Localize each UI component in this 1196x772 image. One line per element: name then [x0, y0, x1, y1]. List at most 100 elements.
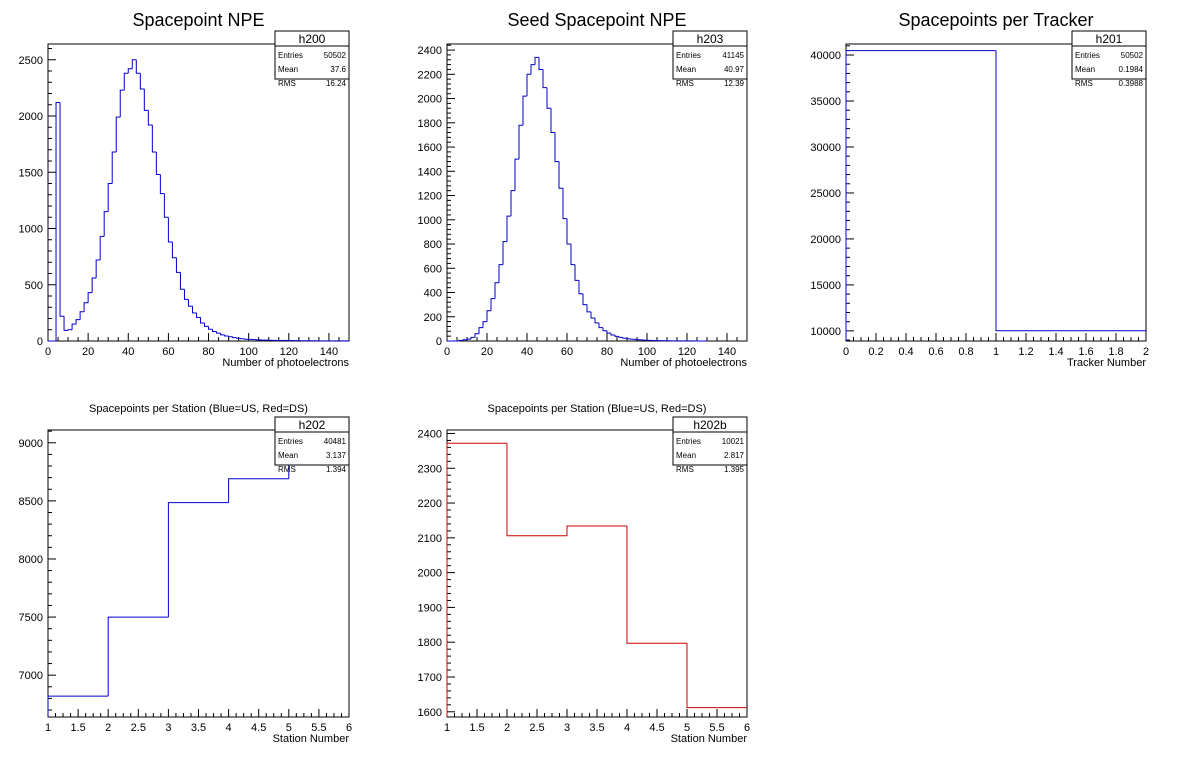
x-tick-label: 60 [162, 346, 174, 358]
histogram-bin [566, 525, 627, 536]
histogram-bin [610, 333, 615, 336]
stats-name: h202 [299, 418, 326, 432]
histogram-bin [204, 323, 209, 327]
x-tick-label: 80 [202, 346, 214, 358]
y-tick-label: 2200 [418, 69, 442, 81]
histogram-bin [131, 59, 137, 69]
histogram-bin [502, 241, 507, 265]
chart-pad-1: Spacepoint NPE 0 20 40 60 80 100 120 140 0 500 1000… [19, 10, 350, 369]
histogram-bin [622, 337, 627, 339]
x-tick-label: 2 [504, 722, 510, 734]
stats-value: 12.39 [724, 79, 745, 88]
x-tick-label: 0.4 [898, 346, 913, 358]
stats-key: RMS [278, 79, 296, 88]
x-tick-label: 3.5 [191, 722, 206, 734]
x-tick-label: 2 [105, 722, 111, 734]
stats-key: Entries [676, 437, 701, 446]
histogram-bin [155, 152, 161, 175]
histogram-bin [566, 218, 571, 245]
histogram-bin [195, 312, 201, 318]
x-tick-label: 1 [993, 346, 999, 358]
histogram-bin [458, 339, 463, 341]
x-axis-label: Station Number [273, 733, 350, 745]
y-tick-label: 1400 [418, 166, 442, 178]
histogram-bin [614, 334, 619, 337]
stats-value: 1.395 [724, 465, 745, 474]
histogram-bin [107, 616, 169, 697]
stats-box: h202b Entries 10021 Mean 2.817 RMS 1.395 [672, 416, 748, 474]
histogram-bin [224, 334, 229, 337]
histogram-bin [167, 217, 173, 243]
histogram-bin [187, 299, 193, 307]
x-tick-label: 120 [280, 346, 298, 358]
x-tick-label: 5 [684, 722, 690, 734]
x-tick-label: 4 [624, 722, 630, 734]
y-tick-label: 1800 [418, 118, 442, 130]
stats-value: 0.3988 [1119, 79, 1144, 88]
stats-key: RMS [278, 465, 296, 474]
x-axis-label: Number of photoelectrons [620, 357, 747, 369]
histogram-bin [586, 304, 591, 313]
x-tick-label: 3.5 [589, 722, 604, 734]
stats-key: Entries [278, 51, 303, 60]
y-tick-label: 30000 [810, 142, 841, 154]
histogram-bin [995, 50, 1146, 332]
histogram-bin [578, 280, 583, 295]
y-tick-label: 2000 [418, 568, 442, 580]
x-tick-label: 4.5 [251, 722, 266, 734]
stats-value: 40.97 [724, 65, 745, 74]
x-tick-label: 2.5 [529, 722, 544, 734]
y-tick-label: 40000 [810, 50, 841, 62]
histogram-bin [582, 293, 587, 306]
histogram-bin [127, 68, 133, 74]
stats-value: 1.394 [326, 465, 347, 474]
histogram-bin [212, 329, 217, 332]
stats-value: 0.1984 [1119, 65, 1144, 74]
chart-title: Seed Spacepoint NPE [507, 10, 686, 30]
histogram-bin [470, 336, 475, 340]
histogram-bin [191, 306, 197, 314]
stats-key: Entries [278, 437, 303, 446]
histogram-bin [143, 89, 149, 111]
histogram-bin [220, 333, 225, 336]
stats-value: 2.817 [724, 451, 745, 460]
histogram-bin [506, 443, 567, 537]
x-tick-label: 5 [286, 722, 292, 734]
x-tick-label: 40 [521, 346, 533, 358]
histogram-bin [200, 317, 205, 324]
stats-box: h202 Entries 40481 Mean 3.137 RMS 1.394 [274, 416, 350, 474]
stats-key: RMS [676, 79, 694, 88]
x-tick-label: 1.5 [469, 722, 484, 734]
histogram-bin [115, 116, 121, 152]
histogram-bin [686, 643, 747, 709]
x-tick-label: 6 [744, 722, 750, 734]
histogram-bin [574, 264, 579, 281]
x-tick-label: 20 [82, 346, 94, 358]
x-tick-label: 1.4 [1048, 346, 1063, 358]
histogram-bin [570, 244, 575, 266]
stats-key: Mean [278, 65, 298, 74]
x-tick-label: 4.5 [649, 722, 664, 734]
y-tick-label: 1700 [418, 672, 442, 684]
x-tick-label: 2.5 [131, 722, 146, 734]
x-tick-label: 80 [601, 346, 613, 358]
chart-pad-3: Spacepoints per Tracker 0 0.2 0.4 0.6 0.8 1 1.2… [810, 10, 1149, 369]
stats-key: Entries [676, 51, 701, 60]
histogram-bin [550, 108, 555, 133]
histogram-bin [175, 257, 181, 273]
histogram-bin [510, 190, 515, 217]
histogram-bin [618, 336, 623, 338]
x-tick-label: 3 [165, 722, 171, 734]
x-tick-label: 40 [122, 346, 134, 358]
histogram-bin [490, 298, 495, 311]
histogram-bin [151, 125, 157, 153]
x-tick-label: 2 [1143, 346, 1149, 358]
y-tick-label: 1000 [418, 215, 442, 227]
x-tick-label: 140 [320, 346, 338, 358]
x-tick-label: 1.2 [1018, 346, 1033, 358]
x-tick-label: 1.8 [1108, 346, 1123, 358]
histogram-bin [562, 188, 567, 220]
histogram-bin [103, 211, 109, 237]
histogram-bin [478, 327, 483, 334]
